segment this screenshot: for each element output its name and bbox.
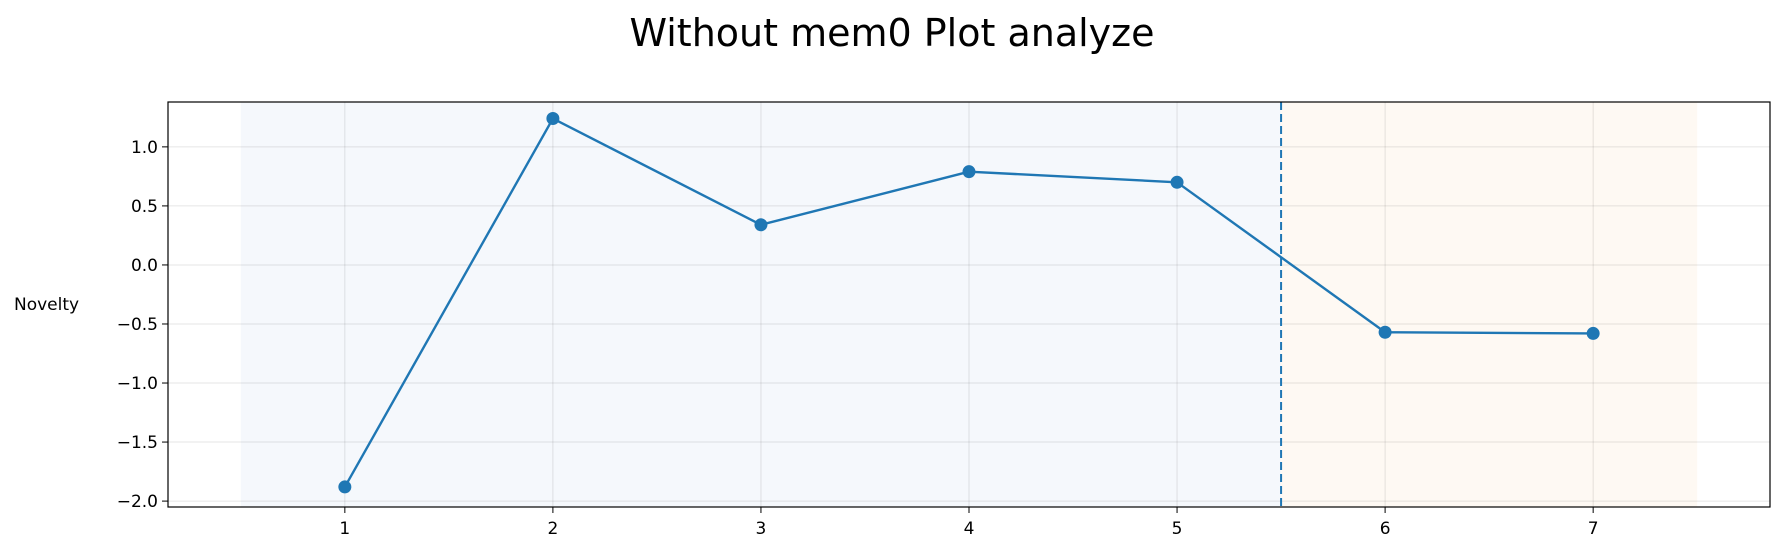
y-tick-label: −1.0 — [117, 374, 158, 394]
y-tick-label: −2.0 — [117, 492, 158, 512]
data-point — [1170, 175, 1184, 189]
x-axis: 1 2 3 4 5 6 7 — [339, 507, 1599, 539]
data-point — [338, 480, 352, 494]
y-tick-label: 0.0 — [131, 256, 158, 276]
shaded-region-1 — [240, 102, 1282, 507]
data-point — [1378, 325, 1392, 339]
y-tick-label: 0.5 — [131, 197, 158, 217]
x-tick-label: 7 — [1588, 519, 1599, 539]
x-tick-label: 5 — [1172, 519, 1183, 539]
y-axis: 1.0 0.5 0.0 −0.5 −1.0 −1.5 −2.0 — [117, 138, 168, 512]
data-point — [546, 112, 560, 126]
shaded-regions — [240, 102, 1698, 507]
x-tick-label: 3 — [756, 519, 767, 539]
series-group — [338, 112, 1600, 494]
x-tick-label: 4 — [964, 519, 975, 539]
chart-title: Without mem0 Plot analyze — [630, 11, 1155, 55]
y-axis-label: Novelty — [14, 295, 79, 315]
data-point — [1586, 326, 1600, 340]
y-tick-label: 1.0 — [131, 138, 158, 158]
data-point — [754, 218, 768, 232]
y-tick-label: −1.5 — [117, 433, 158, 453]
y-tick-label: −0.5 — [117, 315, 158, 335]
shaded-region-2 — [1281, 102, 1698, 507]
x-tick-label: 6 — [1380, 519, 1391, 539]
x-tick-label: 2 — [547, 519, 558, 539]
x-tick-label: 1 — [339, 519, 350, 539]
data-point — [962, 165, 976, 179]
grid — [168, 102, 1770, 507]
